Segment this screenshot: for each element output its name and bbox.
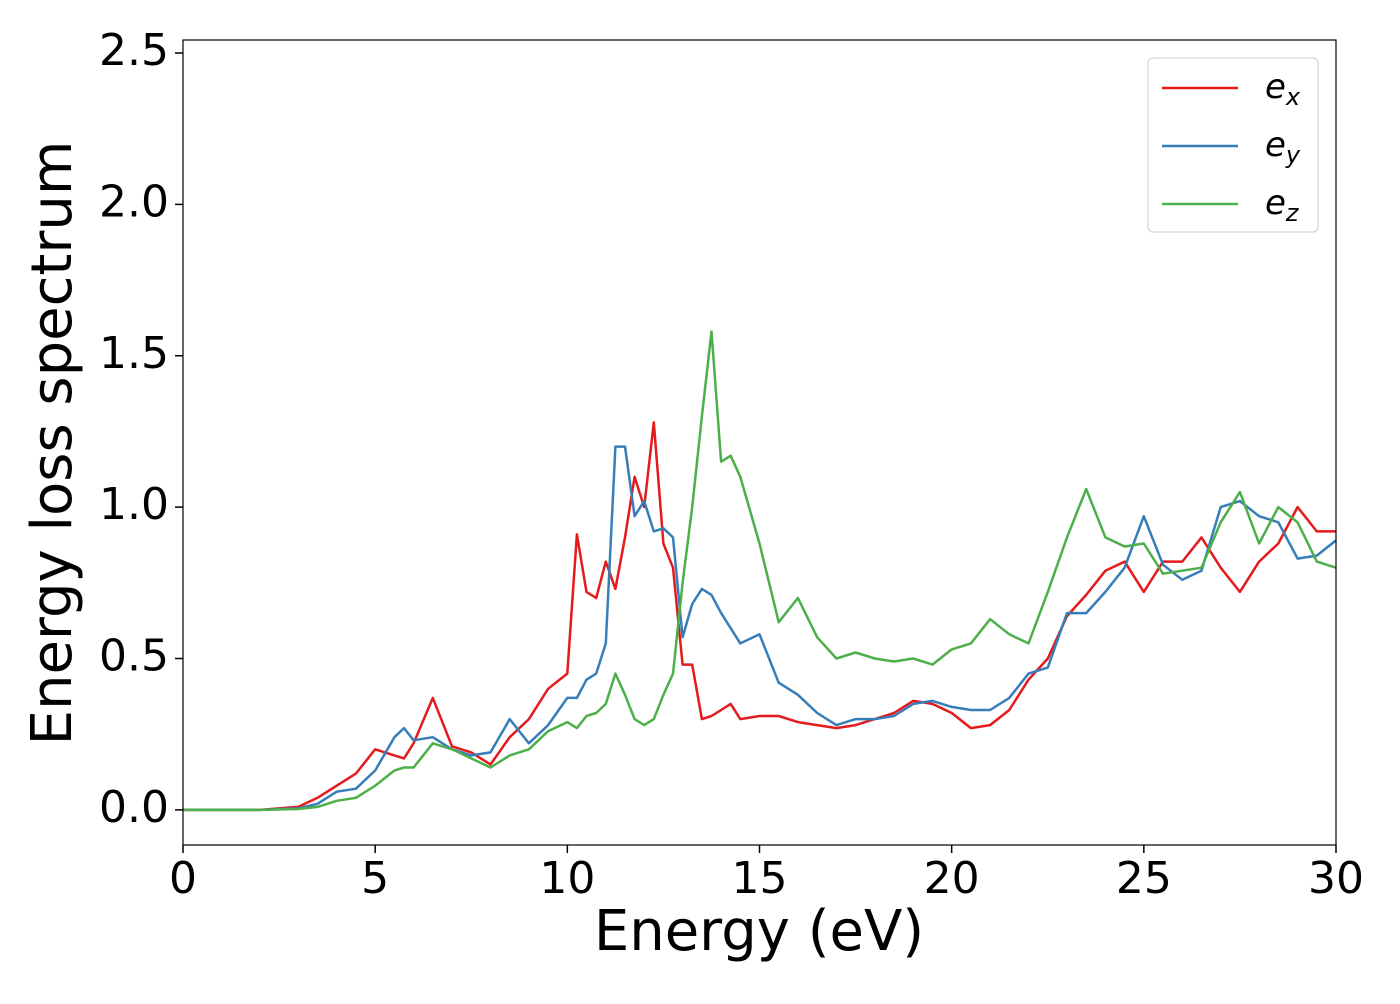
x-tick-label: 10 — [539, 853, 595, 904]
y-tick-label: 0.0 — [99, 782, 169, 833]
y-tick-label: 2.5 — [99, 25, 169, 76]
legend-label: ez — [1265, 183, 1300, 228]
legend-label: ey — [1265, 125, 1301, 170]
y-axis-label: Energy loss spectrum — [20, 141, 85, 746]
x-tick-label: 30 — [1308, 853, 1364, 904]
plot-frame — [182, 39, 1337, 846]
y-tick-label: 2.0 — [99, 176, 169, 227]
y-tick-label: 0.5 — [99, 631, 169, 682]
series-line — [183, 421, 1336, 812]
x-tick-label: 0 — [169, 853, 197, 904]
series-line — [183, 445, 1337, 812]
series-line — [183, 330, 1337, 812]
legend-label: ex — [1265, 67, 1301, 112]
x-tick-label: 5 — [361, 853, 389, 904]
legend: ex ey ez — [1147, 57, 1319, 233]
x-axis-label: Energy (eV) — [594, 899, 924, 964]
x-tick-label: 25 — [1116, 853, 1172, 904]
x-tick-label: 15 — [732, 853, 788, 904]
y-tick-label: 1.5 — [99, 328, 169, 379]
x-tick-label: 20 — [924, 853, 980, 904]
y-tick-label: 1.0 — [99, 479, 169, 530]
